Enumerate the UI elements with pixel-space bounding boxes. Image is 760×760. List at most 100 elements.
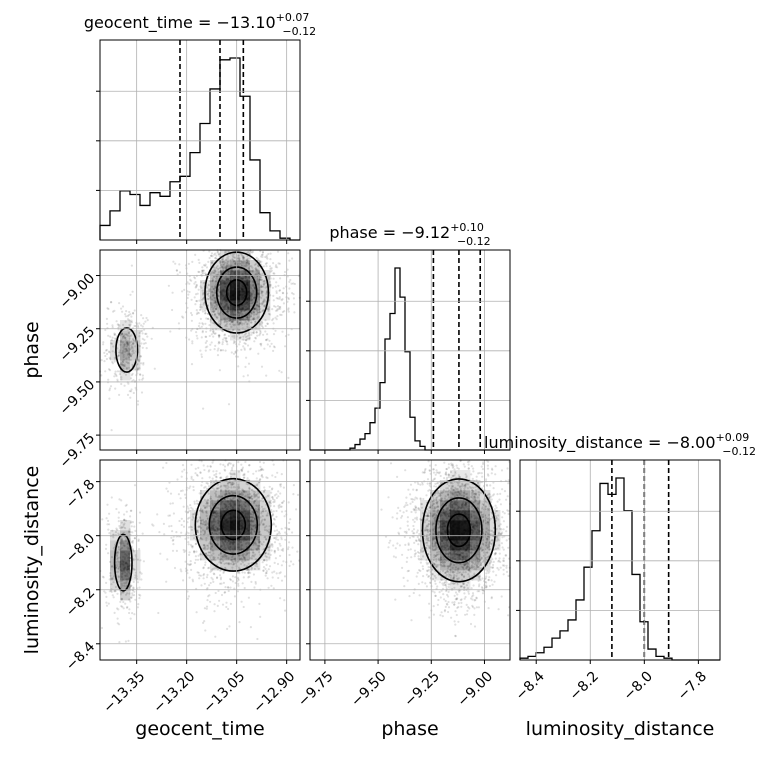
sample-point bbox=[226, 310, 229, 313]
sample-point bbox=[127, 553, 131, 556]
sample-point bbox=[295, 508, 298, 511]
sample-point bbox=[123, 513, 126, 516]
sample-point bbox=[208, 289, 211, 292]
sample-point bbox=[222, 581, 225, 585]
sample-point bbox=[214, 532, 218, 535]
sample-point bbox=[190, 329, 193, 332]
sample-point bbox=[256, 565, 259, 568]
sample-point bbox=[201, 477, 204, 480]
sample-point bbox=[262, 569, 265, 572]
sample-point bbox=[186, 597, 190, 600]
sample-point bbox=[227, 277, 230, 280]
sample-point bbox=[229, 259, 232, 262]
sample-point bbox=[198, 538, 201, 542]
sample-point bbox=[267, 568, 270, 571]
sample-point bbox=[211, 545, 214, 548]
sample-point bbox=[275, 291, 278, 295]
sample-point bbox=[250, 293, 253, 296]
density-cell bbox=[200, 490, 211, 501]
sample-point bbox=[237, 470, 240, 473]
sample-point bbox=[261, 251, 264, 254]
sample-point bbox=[129, 323, 132, 326]
density-cell bbox=[230, 310, 241, 321]
sample-point bbox=[271, 571, 274, 574]
sample-point bbox=[139, 559, 142, 562]
sample-point bbox=[188, 516, 191, 519]
sample-point bbox=[246, 257, 249, 260]
sample-point bbox=[118, 302, 121, 305]
sample-point bbox=[199, 530, 202, 533]
sample-point bbox=[249, 347, 252, 350]
density-cell bbox=[260, 530, 271, 541]
sample-point bbox=[433, 580, 437, 583]
sample-point bbox=[142, 361, 145, 365]
density-cell bbox=[230, 550, 241, 561]
sample-point bbox=[216, 563, 219, 566]
sample-point bbox=[262, 283, 266, 286]
sample-point bbox=[181, 470, 184, 473]
sample-point bbox=[169, 492, 173, 495]
sample-point bbox=[249, 290, 252, 293]
sample-point bbox=[120, 352, 123, 355]
sample-point bbox=[278, 369, 281, 372]
sample-point bbox=[231, 580, 234, 583]
sample-point bbox=[288, 521, 291, 525]
sample-point bbox=[129, 335, 132, 338]
sample-point bbox=[238, 321, 241, 324]
sample-point bbox=[168, 525, 171, 528]
sample-point bbox=[199, 522, 202, 525]
sample-point bbox=[206, 522, 209, 525]
sample-point bbox=[259, 250, 262, 253]
density-cell bbox=[480, 540, 491, 551]
sample-point bbox=[292, 293, 295, 296]
sample-point bbox=[165, 461, 168, 465]
sample-point bbox=[279, 597, 282, 600]
sample-point bbox=[272, 277, 275, 280]
sample-point bbox=[260, 320, 263, 323]
sample-point bbox=[205, 576, 209, 579]
density-cell bbox=[210, 480, 221, 491]
sample-point bbox=[219, 282, 222, 285]
sample-point bbox=[214, 289, 217, 292]
sample-point bbox=[269, 504, 272, 507]
sample-point bbox=[241, 522, 244, 526]
sample-point bbox=[280, 299, 283, 302]
sample-point bbox=[237, 584, 240, 587]
sample-point bbox=[145, 316, 148, 320]
sample-point bbox=[208, 556, 211, 559]
sample-point bbox=[219, 290, 222, 293]
sample-point bbox=[101, 518, 104, 521]
sample-point bbox=[213, 253, 216, 256]
density-cell bbox=[210, 530, 221, 541]
sample-point bbox=[105, 601, 108, 604]
sample-point bbox=[228, 562, 231, 565]
sample-point bbox=[248, 336, 251, 339]
sample-point bbox=[227, 260, 230, 263]
sample-point bbox=[229, 498, 232, 501]
sample-point bbox=[139, 355, 142, 358]
sample-point bbox=[187, 543, 190, 546]
density-cell bbox=[240, 540, 251, 551]
density-cell bbox=[130, 550, 141, 561]
sample-point bbox=[142, 342, 146, 345]
sample-point bbox=[128, 598, 131, 601]
density-cell bbox=[470, 520, 481, 531]
sample-point bbox=[141, 532, 144, 535]
sample-point bbox=[209, 507, 212, 510]
sample-point bbox=[219, 320, 222, 323]
sample-point bbox=[227, 499, 230, 502]
density-cell bbox=[260, 490, 271, 501]
sample-point bbox=[214, 516, 217, 519]
sample-point bbox=[104, 349, 108, 352]
sample-point bbox=[259, 331, 262, 334]
sample-point bbox=[465, 584, 468, 587]
sample-point bbox=[213, 488, 216, 491]
sample-point bbox=[116, 563, 119, 566]
sample-point bbox=[247, 307, 250, 310]
sample-point bbox=[289, 560, 293, 563]
sample-point bbox=[222, 269, 225, 272]
sample-point bbox=[475, 606, 478, 609]
sample-point bbox=[278, 503, 281, 506]
sample-point bbox=[111, 336, 114, 339]
sample-point bbox=[211, 524, 214, 527]
